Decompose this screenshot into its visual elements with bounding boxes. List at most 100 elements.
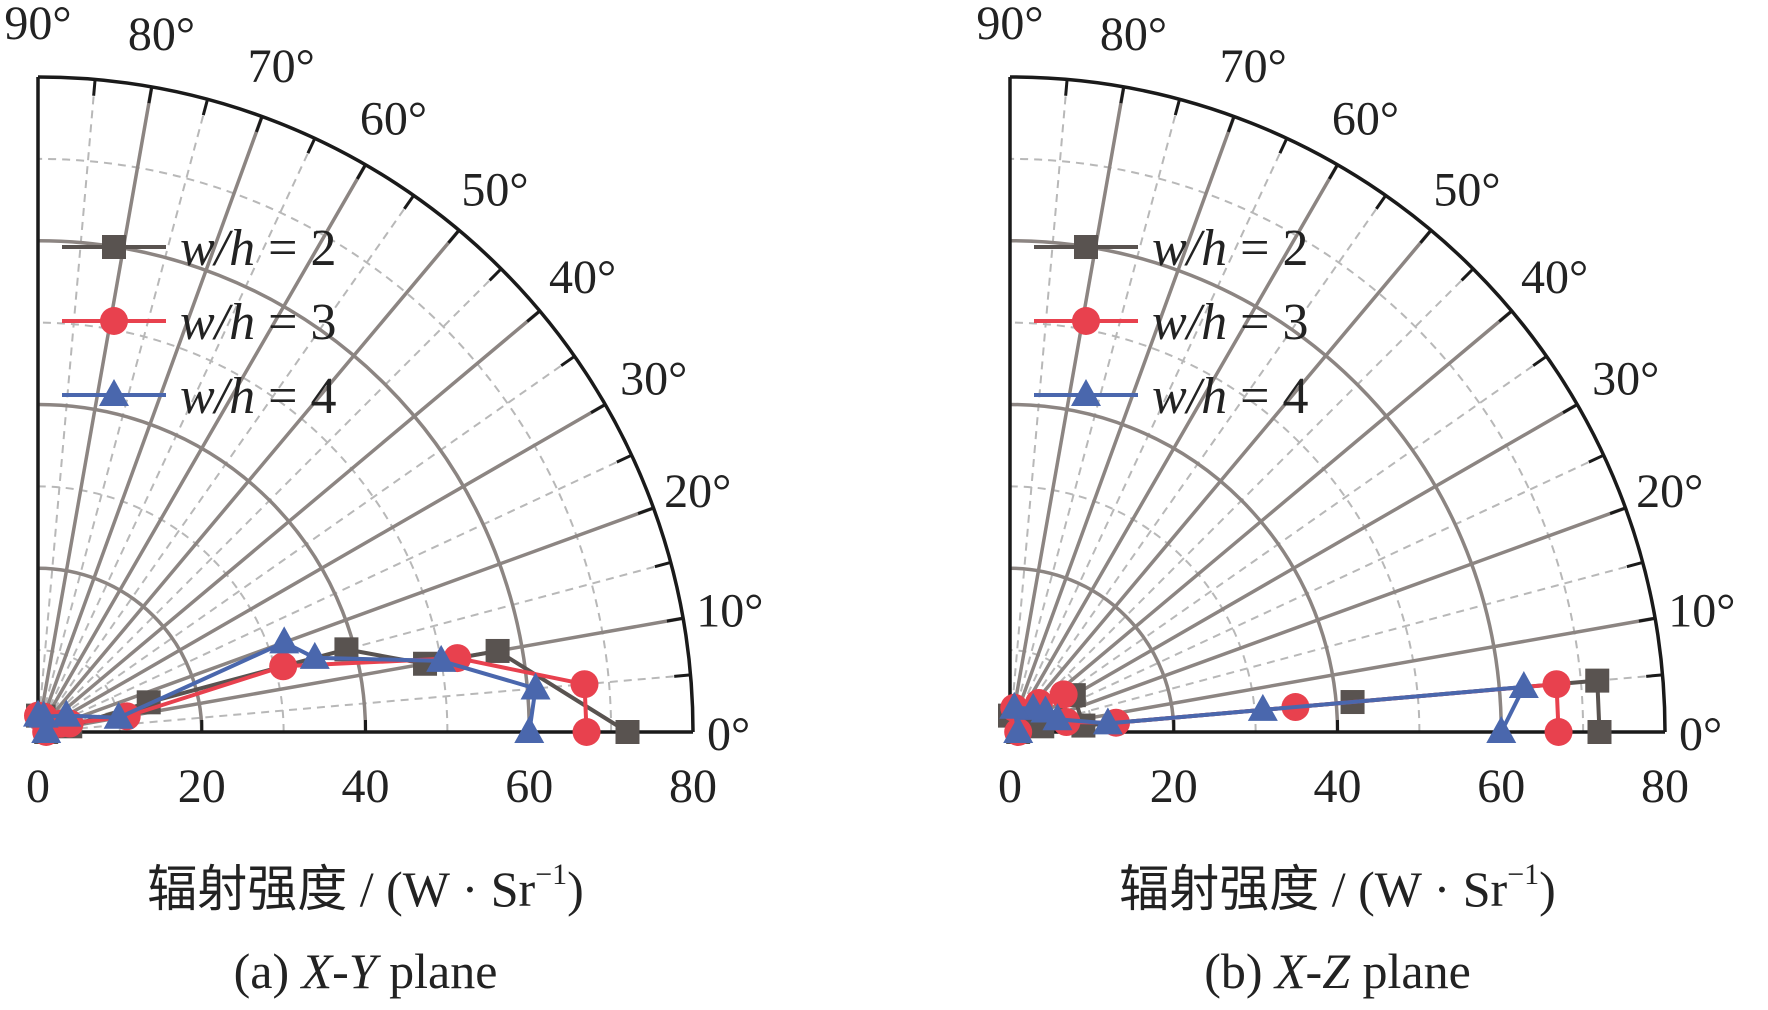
angle-tick-label: 20° xyxy=(1636,465,1703,518)
grid-arc-minor xyxy=(37,321,449,733)
data-point-triangle xyxy=(1247,693,1278,721)
angle-tick-mark xyxy=(1119,86,1126,104)
angle-tick-label: 60° xyxy=(360,92,427,145)
angle-tick-label: 50° xyxy=(1433,163,1500,216)
radial-tick-label: 40 xyxy=(342,760,390,813)
angle-tick-label: 10° xyxy=(696,585,763,638)
grid-arc-minor xyxy=(1009,157,1585,733)
grid-spoke-major xyxy=(1008,229,1433,734)
grid-arc-major xyxy=(37,566,204,733)
data-point-circle xyxy=(1544,718,1573,746)
angle-tick-mark xyxy=(147,86,154,104)
legend-marker-circle xyxy=(1072,307,1100,335)
angle-tick-label: 50° xyxy=(461,163,528,216)
panel-caption: (b) X-Z plane xyxy=(1204,943,1471,999)
angle-tick-label: 80° xyxy=(128,8,195,61)
radial-tick-label: 80 xyxy=(669,760,717,813)
grid-arc-major xyxy=(1009,402,1340,733)
angle-tick-mark xyxy=(1460,267,1475,282)
angle-tick-mark xyxy=(1609,506,1627,515)
data-point-circle xyxy=(572,718,601,746)
radial-tick-label: 80 xyxy=(1641,760,1689,813)
angle-tick-mark xyxy=(1588,453,1605,464)
grid-spoke-major xyxy=(37,402,607,734)
data-point-circle xyxy=(570,670,599,699)
angle-tick-mark xyxy=(255,115,264,133)
legend-label: w/h = 2 xyxy=(180,220,336,277)
angle-tick-label: 90° xyxy=(976,0,1043,50)
angle-tick-mark xyxy=(674,673,691,678)
grid-spoke-major xyxy=(1008,309,1513,734)
angle-tick-label: 40° xyxy=(1521,251,1588,304)
data-point-square xyxy=(615,720,640,744)
angle-tick-mark xyxy=(1173,98,1181,116)
series-3 xyxy=(23,626,551,743)
legend-label: w/h = 2 xyxy=(1152,220,1308,277)
angle-tick-mark xyxy=(1562,403,1578,414)
angle-tick-label: 0° xyxy=(707,708,750,761)
legend-label: w/h = 4 xyxy=(1152,368,1308,425)
grid-arc-minor xyxy=(1009,485,1257,733)
angle-tick-label: 0° xyxy=(1679,708,1722,761)
data-point-triangle xyxy=(1042,703,1073,731)
data-point-triangle xyxy=(31,716,62,743)
radial-tick-label: 60 xyxy=(1477,760,1525,813)
angle-tick-mark xyxy=(488,267,503,282)
angle-tick-mark xyxy=(1419,229,1433,244)
angle-tick-mark xyxy=(447,229,461,244)
angle-tick-mark xyxy=(1328,164,1339,180)
radial-tick-label: 20 xyxy=(1150,760,1198,813)
angle-tick-mark xyxy=(1498,309,1513,323)
data-point-triangle xyxy=(520,672,551,700)
data-point-triangle xyxy=(269,626,300,654)
angle-tick-mark xyxy=(616,453,633,464)
legend-marker-triangle xyxy=(99,379,129,406)
data-point-square xyxy=(485,638,510,663)
angle-tick-label: 10° xyxy=(1668,585,1735,638)
grid-arc-minor xyxy=(1009,321,1421,733)
angle-tick-mark xyxy=(1375,194,1387,210)
legend-item: w/h = 4 xyxy=(1034,368,1308,425)
panel-caption: (a) X-Y plane xyxy=(234,943,498,999)
grid-spoke-major xyxy=(36,309,541,734)
angle-tick-mark xyxy=(1278,137,1289,154)
radial-tick-label: 20 xyxy=(178,760,226,813)
legend-marker-square xyxy=(1074,235,1098,259)
angle-tick-label: 40° xyxy=(549,251,616,304)
angle-tick-mark xyxy=(1646,673,1663,678)
angle-tick-mark xyxy=(201,98,209,116)
grid-spoke-major xyxy=(36,115,264,733)
angle-tick-mark xyxy=(403,194,415,210)
legend-item: w/h = 4 xyxy=(62,368,336,425)
data-point-triangle xyxy=(103,701,134,729)
legend-marker-circle xyxy=(100,307,128,335)
legend-label: w/h = 3 xyxy=(1152,294,1308,351)
radial-tick-label: 40 xyxy=(1314,760,1362,813)
grid-arc-minor xyxy=(37,157,613,733)
angle-tick-label: 20° xyxy=(664,465,731,518)
x-axis-label: 辐射强度 / (W · Sr−1) xyxy=(147,858,584,917)
legend-label: w/h = 3 xyxy=(180,294,336,351)
legend-label: w/h = 4 xyxy=(180,368,336,425)
angle-tick-mark xyxy=(1638,616,1656,623)
data-point-circle xyxy=(269,652,298,681)
grid-spoke-major xyxy=(36,163,368,733)
legend-item: w/h = 2 xyxy=(1034,220,1308,277)
grid-spoke-major xyxy=(36,86,154,733)
data-point-triangle xyxy=(1508,671,1539,699)
angle-tick-label: 90° xyxy=(4,0,71,50)
legend-marker-square xyxy=(102,235,126,259)
data-point-circle xyxy=(1049,680,1078,709)
data-point-square xyxy=(1585,668,1610,693)
data-point-square xyxy=(1587,720,1612,744)
grid-arc-major xyxy=(37,239,531,733)
legend-item: w/h = 3 xyxy=(1034,294,1308,351)
angle-tick-mark xyxy=(306,137,317,154)
angle-tick-mark xyxy=(560,355,576,367)
angle-tick-mark xyxy=(92,79,97,96)
radial-tick-label: 0 xyxy=(998,760,1022,813)
data-point-triangle xyxy=(51,699,82,727)
grid-arc-major xyxy=(1009,566,1176,733)
grid-spoke-major xyxy=(1008,86,1126,733)
